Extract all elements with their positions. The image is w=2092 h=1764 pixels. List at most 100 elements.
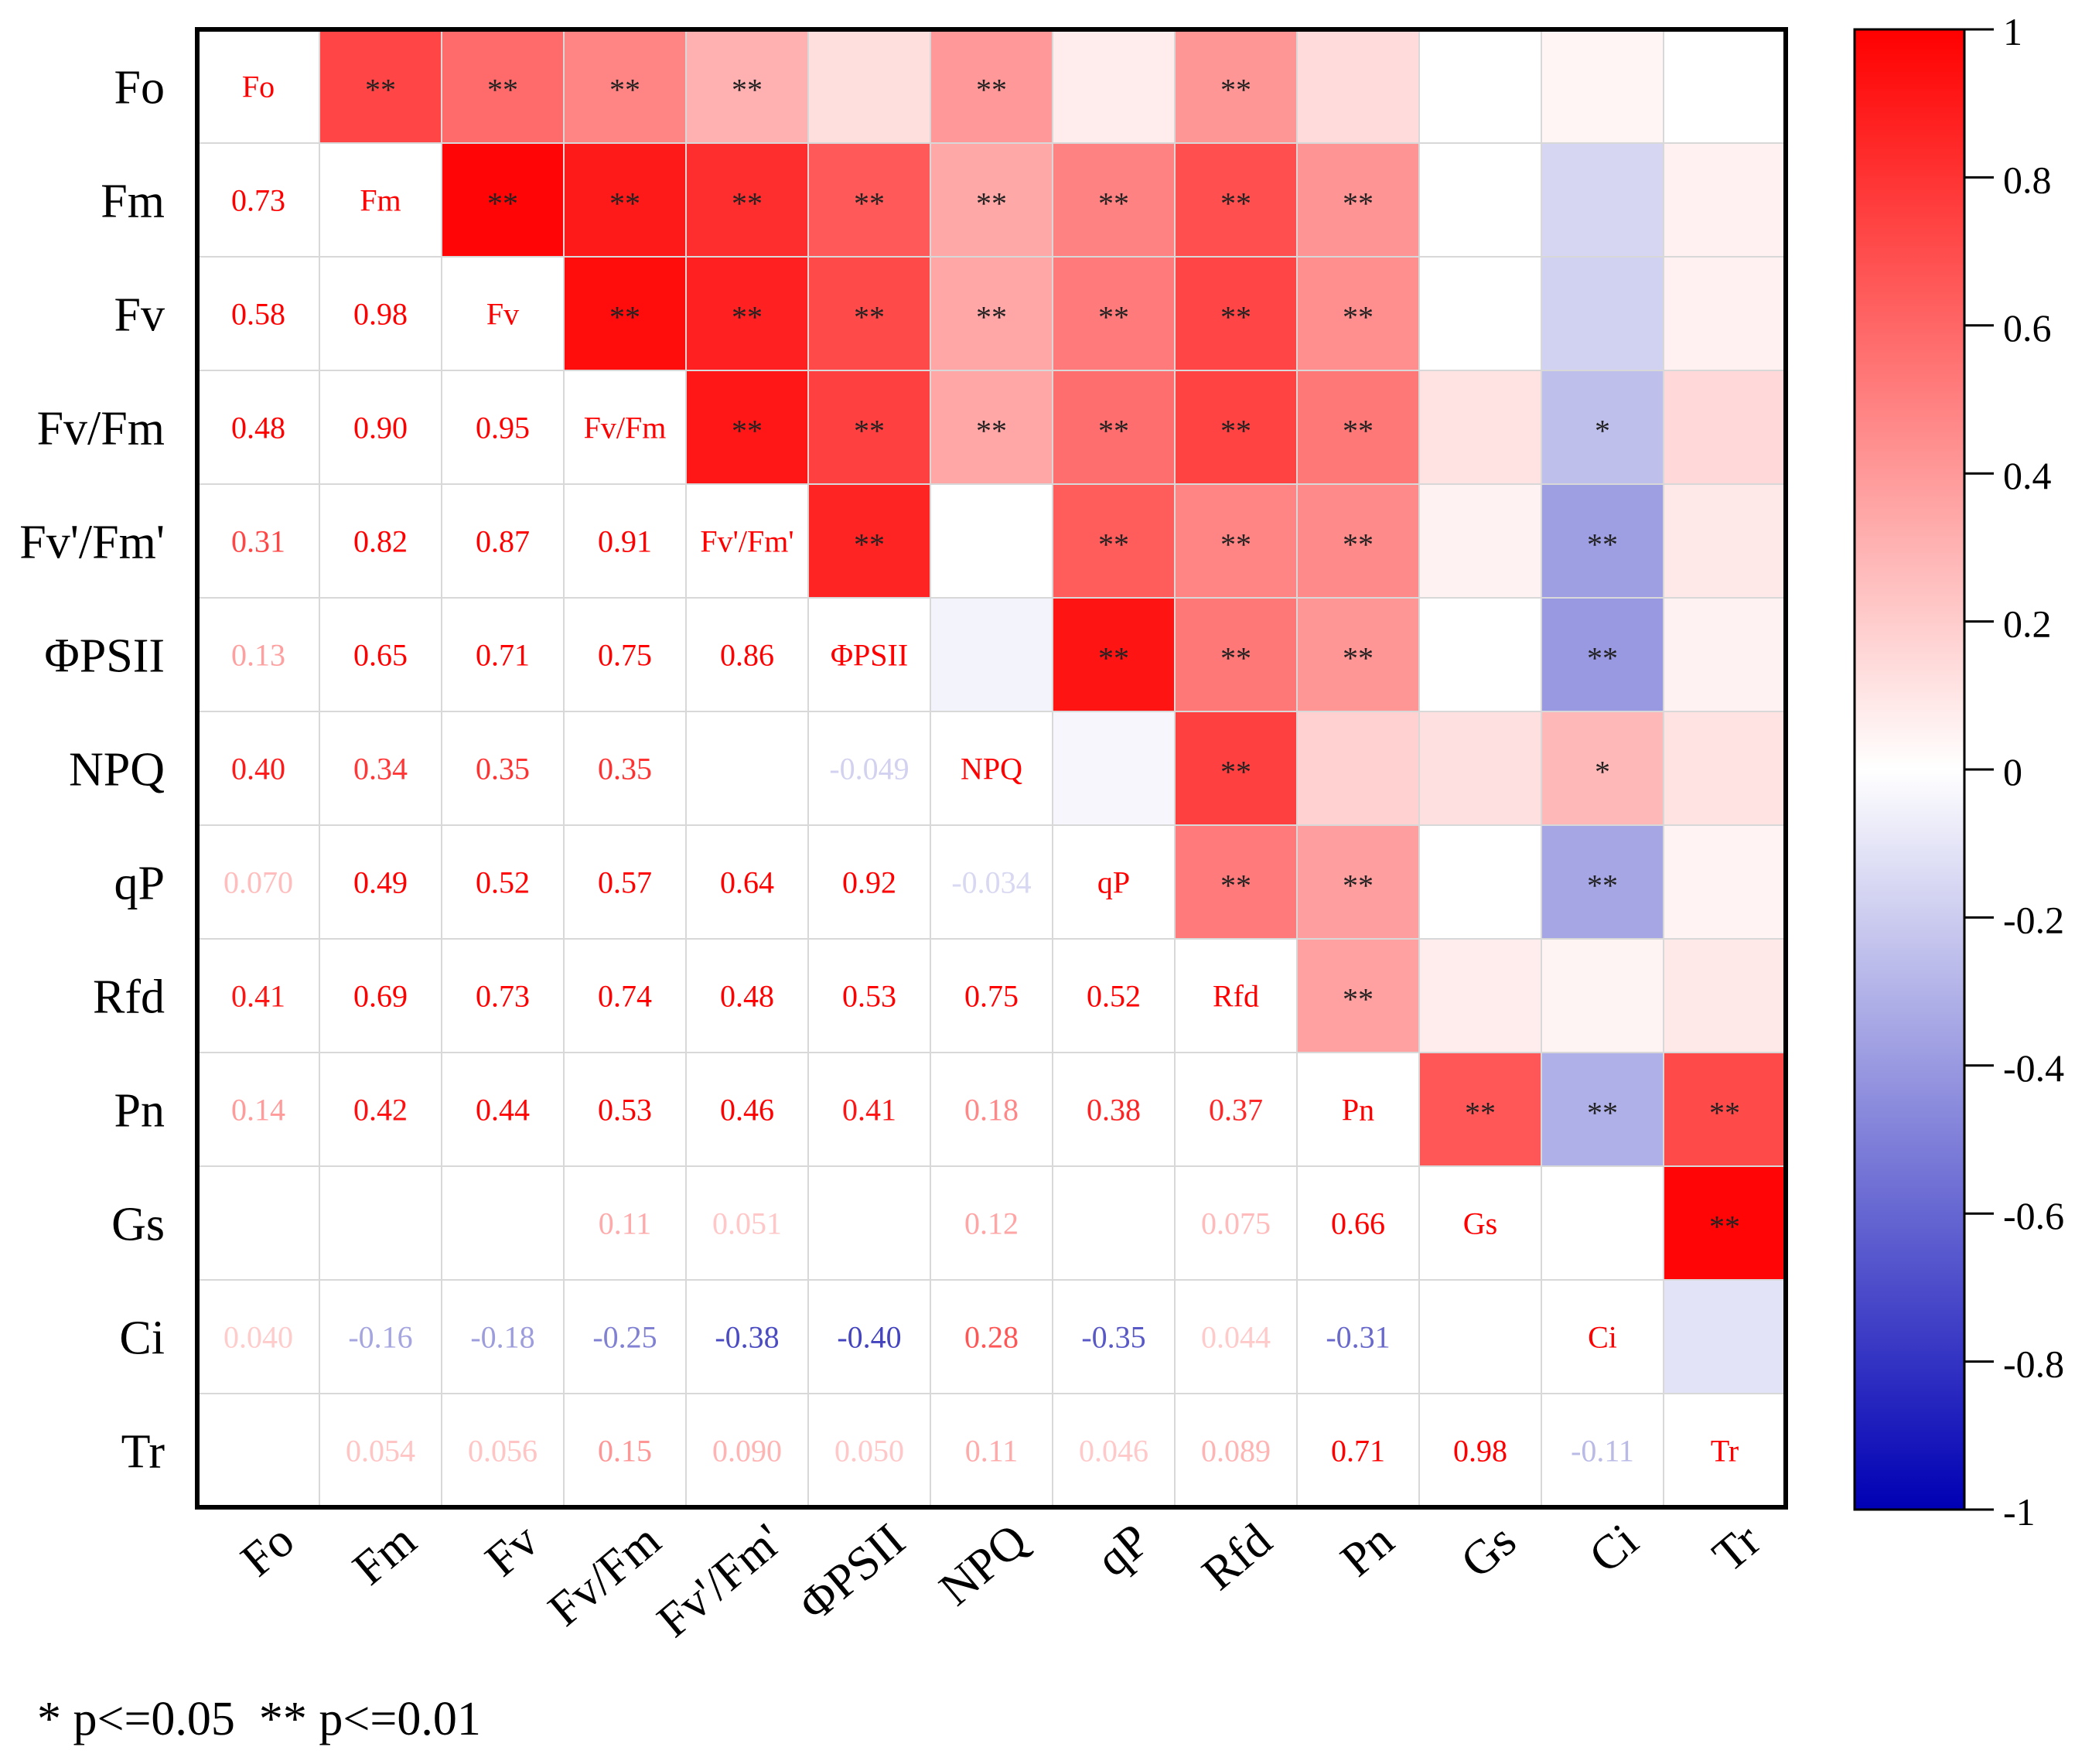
heatmap-cell [930,257,1053,370]
colorbar-ticks: 1 0.8 0.6 0.4 0.2 0 -0.2 -0.4 -0.6 -0.8 -1 [1964,10,2064,1534]
row-label: ΦPSII [44,630,165,683]
heatmap-cell [808,29,930,143]
correlation-value: 0.53 [598,1093,652,1128]
heatmap-cell [930,29,1053,143]
diagonal-label: ΦPSII [831,638,908,673]
heatmap-cell [1541,711,1664,825]
correlation-value: -0.40 [837,1320,901,1355]
correlation-value: 0.57 [598,865,652,900]
correlation-value: 0.90 [353,411,408,445]
significance-mark: ** [1587,1096,1618,1131]
heatmap-cell [1664,143,1786,257]
heatmap-cell [1664,825,1786,939]
correlation-value: -0.35 [1081,1320,1145,1355]
heatmap-cell [319,29,442,143]
heatmap-cell [808,257,930,370]
column-label: Fm [343,1514,426,1595]
heatmap-cell [1664,939,1786,1053]
heatmap-cell [1664,711,1786,825]
heatmap-cell [808,143,930,257]
heatmap-cell [1541,1053,1664,1166]
diagonal-label: Tr [1711,1434,1739,1469]
significance-mark: ** [976,414,1007,449]
significance-mark: ** [1343,414,1374,449]
correlation-value: 0.12 [964,1206,1019,1241]
diagonal-label: Fm [360,183,401,218]
heatmap-cell [1297,825,1419,939]
column-label: Fv [476,1514,548,1587]
heatmap-cell [1053,484,1175,598]
colorbar-tick-label: -0.8 [2003,1343,2064,1386]
column-label: Fv'/Fm' [647,1514,793,1648]
colorbar-tick-label: 0.8 [2003,158,2052,201]
heatmap-cell [686,29,808,143]
correlation-value: 0.18 [964,1093,1019,1128]
heatmap-cell [564,143,686,257]
heatmap-cell [930,143,1053,257]
column-label: Tr [1703,1513,1770,1582]
significance-mark: ** [732,300,763,335]
heatmap-cell [1175,370,1297,484]
heatmap-cell [1175,257,1297,370]
heatmap-cell [686,370,808,484]
heatmap-cell [686,257,808,370]
heatmap-cell [1297,711,1419,825]
column-label: Fv/Fm [539,1514,671,1636]
heatmap-cell [1175,711,1297,825]
heatmap-cell-labels: Fo ** ** ** ** ** **0.73 Fm ** ** ** ** ** ** ** **0.58… [224,70,1740,1469]
correlation-value: -0.11 [1571,1434,1634,1469]
significance-mark: * [1595,755,1610,790]
significance-mark: ** [609,73,640,107]
correlation-value: 0.98 [1453,1434,1507,1469]
significance-mark: ** [1098,641,1129,676]
significance-mark: ** [1220,300,1251,335]
correlation-value: 0.40 [231,752,285,786]
column-label: ΦPSII [789,1514,915,1632]
significance-mark: ** [1465,1096,1496,1131]
colorbar-tick-label: 0.4 [2003,454,2052,497]
heatmap-cell [1419,1053,1541,1166]
heatmap-cell [1664,1166,1786,1280]
row-label: Pn [114,1085,165,1138]
correlation-value: 0.75 [598,638,652,673]
correlation-value: 0.15 [598,1434,652,1469]
diagonal-label: qP [1097,865,1130,900]
heatmap-cell [930,598,1053,711]
correlation-value: 0.46 [720,1093,774,1128]
significance-mark: ** [1343,527,1374,562]
heatmap-cell [1541,825,1664,939]
heatmap-cell [1419,370,1541,484]
correlation-value: 0.14 [231,1093,285,1128]
heatmap-cell [1297,939,1419,1053]
heatmap-cell [1541,598,1664,711]
heatmap-cell [1419,257,1541,370]
diagonal-label: Ci [1588,1320,1617,1355]
heatmap-cell [1664,29,1786,143]
diagonal-label: Fv [486,297,519,332]
heatmap-cell [1053,29,1175,143]
row-label: Fm [101,176,165,228]
heatmap-cell [1053,143,1175,257]
correlation-value: 0.44 [476,1093,530,1128]
column-label: Pn [1331,1514,1404,1587]
diagonal-label: Fv'/Fm' [700,524,793,559]
row-labels: Fo Fm Fv Fv/Fm Fv'/Fm' ΦPSII NPQ qP Rfd Pn Gs Ci Tr [19,62,165,1479]
heatmap-cell [1053,598,1175,711]
heatmap-cell [1664,598,1786,711]
significance-mark: ** [1098,300,1129,335]
diagonal-label: Fo [242,70,275,104]
correlation-value: 0.41 [231,979,285,1014]
correlation-value: 0.051 [712,1206,782,1241]
row-label: NPQ [69,744,165,797]
row-label: Fv/Fm [37,403,165,456]
row-label: Rfd [93,971,165,1024]
heatmap-cell [1664,370,1786,484]
correlation-value: 0.71 [476,638,530,673]
heatmap-cell [1664,257,1786,370]
heatmap-cell [1053,370,1175,484]
heatmap-cell [1541,143,1664,257]
significance-mark: ** [854,527,885,562]
significance-mark: ** [854,186,885,221]
colorbar: 1 0.8 0.6 0.4 0.2 0 -0.2 -0.4 -0.6 -0.8 -1 [1853,10,2064,1534]
significance-mark: ** [1587,641,1618,676]
